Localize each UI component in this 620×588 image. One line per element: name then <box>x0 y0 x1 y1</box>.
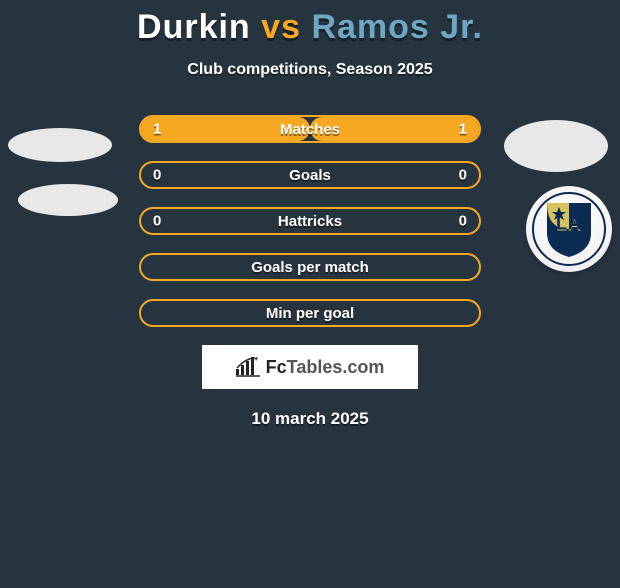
stat-label: Matches <box>280 121 340 138</box>
crest-galaxy-text: GALAXY <box>553 239 585 246</box>
fctables-text: FcTables.com <box>266 357 385 378</box>
team-crest-la-galaxy: LA GALAXY <box>526 186 612 272</box>
page-title: Durkin vs Ramos Jr. <box>0 8 620 47</box>
stat-label: Goals <box>289 167 331 184</box>
fctables-rest: Tables.com <box>287 357 385 377</box>
stat-row: Min per goal <box>0 299 620 327</box>
stat-value-left: 0 <box>153 167 161 184</box>
fctables-logo[interactable]: FcTables.com <box>202 345 418 389</box>
title-player1: Durkin <box>137 8 251 46</box>
stat-label: Min per goal <box>266 305 354 322</box>
stat-bar: 1 1 Matches <box>139 115 481 143</box>
title-player2: Ramos Jr. <box>311 8 483 46</box>
player1-badge-ellipse-2 <box>18 184 118 216</box>
subtitle: Club competitions, Season 2025 <box>0 61 620 79</box>
title-vs: vs <box>261 8 301 46</box>
date-text: 10 march 2025 <box>0 409 620 429</box>
player1-badge-ellipse-1 <box>8 128 112 162</box>
stat-value-left: 0 <box>153 213 161 230</box>
stat-label: Hattricks <box>278 213 342 230</box>
stat-label: Goals per match <box>251 259 369 276</box>
bar-chart-icon <box>236 357 260 377</box>
stat-row: Goals per match <box>0 253 620 281</box>
crest-la-text: LA <box>556 213 582 234</box>
stat-bar: Min per goal <box>139 299 481 327</box>
stat-value-right: 1 <box>459 121 467 138</box>
stat-bar: 0 0 Hattricks <box>139 207 481 235</box>
fctables-fc: Fc <box>266 357 287 377</box>
stat-bar: Goals per match <box>139 253 481 281</box>
stat-value-left: 1 <box>153 121 161 138</box>
player2-badge-ellipse <box>504 120 608 172</box>
stat-bar: 0 0 Goals <box>139 161 481 189</box>
stat-value-right: 0 <box>459 213 467 230</box>
stat-value-right: 0 <box>459 167 467 184</box>
